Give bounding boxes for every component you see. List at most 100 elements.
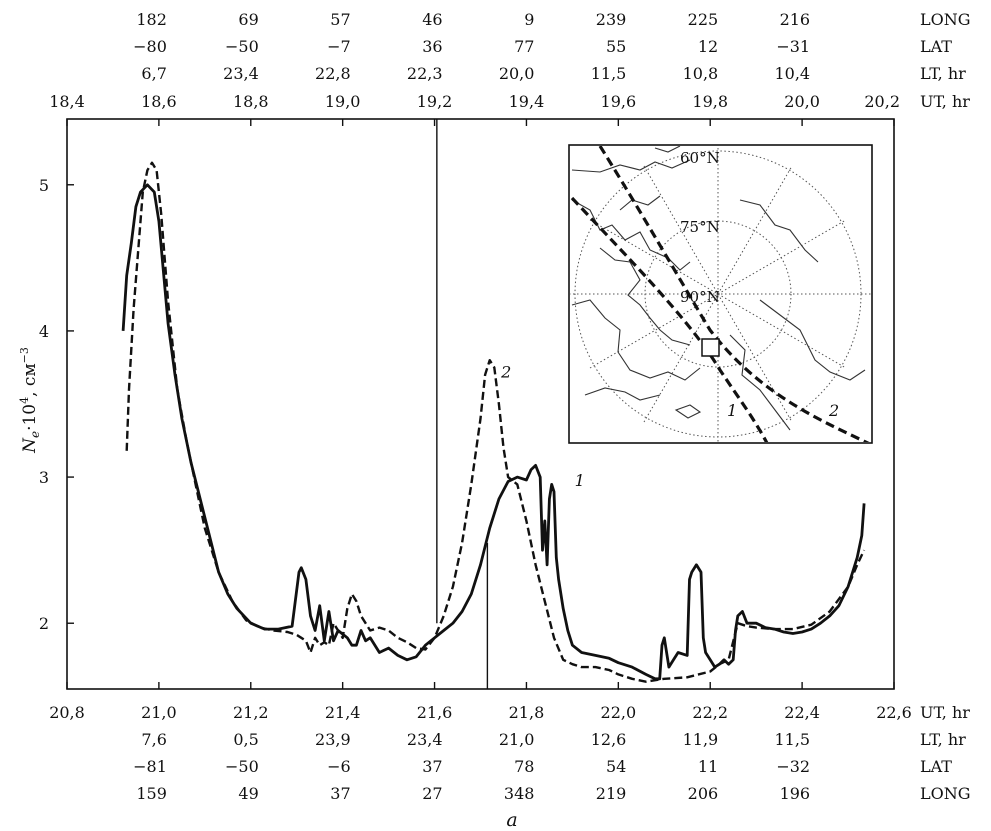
bottom-ut-tick-label: 22,6: [876, 703, 912, 722]
bottom-row-value: 159: [136, 784, 167, 803]
top-row-value: 55: [606, 37, 626, 56]
bottom-ut-tick-label: 22,4: [784, 703, 820, 722]
bottom-row-value: −50: [225, 757, 259, 776]
curve-label-1: 1: [575, 471, 585, 490]
y-tick-label: 5: [39, 176, 49, 195]
bottom-axis-rows: 20,8 21,0 21,2 21,4 21,6 21,8 22,0 22,2 22,4 22,6…: [49, 703, 970, 803]
series-1-line: [121, 183, 866, 681]
top-row-label: LT, hr: [920, 64, 966, 83]
lat-label-75: 75°N: [680, 218, 720, 236]
top-row-value: −80: [133, 37, 167, 56]
track-label-1: 1: [727, 401, 737, 420]
bottom-ut-tick-label: 22,0: [601, 703, 637, 722]
top-ut-tick-label: 19,4: [509, 92, 545, 111]
top-row-value: 9: [524, 10, 534, 29]
top-row-value: 22,8: [315, 64, 351, 83]
bottom-ut-tick-label: 21,2: [233, 703, 269, 722]
top-ut-tick-label: 19,6: [601, 92, 637, 111]
top-row-value: 10,4: [774, 64, 810, 83]
series-2-line: [125, 161, 866, 683]
polar-grid: [570, 146, 871, 442]
bottom-ut-tick-label: 21,4: [325, 703, 361, 722]
top-row-value: 225: [688, 10, 719, 29]
top-row-value: 22,3: [407, 64, 443, 83]
lat-label-90: 90°N: [680, 288, 720, 306]
top-ut-tick-label: 18,8: [233, 92, 269, 111]
top-row-value: 10,8: [683, 64, 719, 83]
track-label-2: 2: [828, 401, 839, 420]
top-ut-tick-label: 18,6: [141, 92, 177, 111]
bottom-row-label: LONG: [920, 784, 971, 803]
bottom-row-value: 23,9: [315, 730, 351, 749]
top-row-value: 77: [514, 37, 534, 56]
plot-frame: [66, 118, 895, 690]
top-row-value: 46: [422, 10, 442, 29]
bottom-ut-tick-label: 20,8: [49, 703, 85, 722]
y-tick-label: 2: [39, 614, 49, 633]
lat-label-60: 60°N: [680, 149, 720, 167]
top-ut-tick-label: 20,2: [864, 92, 900, 111]
top-ut-tick-label: 18,4: [49, 92, 85, 111]
top-ut-tick-label: 19,0: [325, 92, 361, 111]
top-row-value: −50: [225, 37, 259, 56]
bottom-row-value: 11: [698, 757, 718, 776]
bottom-row-value: 12,6: [591, 730, 627, 749]
top-row-value: −31: [776, 37, 810, 56]
top-row-value: 69: [238, 10, 258, 29]
location-square: [701, 338, 720, 357]
bottom-row-value: 27: [422, 784, 442, 803]
bottom-row-value: 49: [238, 784, 258, 803]
bottom-ut-tick-label: 22,2: [692, 703, 728, 722]
y-ticks: 2 3 4 5: [39, 176, 74, 633]
bottom-row-value: 23,4: [407, 730, 443, 749]
coastlines: [571, 146, 866, 431]
bottom-ut-tick-label: 21,6: [417, 703, 453, 722]
top-row-value: −7: [327, 37, 351, 56]
y-tick-label: 4: [39, 322, 49, 341]
top-row-value: 20,0: [499, 64, 535, 83]
bottom-row-value: 348: [504, 784, 535, 803]
track-2: [598, 146, 870, 442]
top-row-label: LAT: [920, 37, 952, 56]
x-ticks: [66, 119, 895, 689]
bottom-row-label: LT, hr: [920, 730, 966, 749]
top-row-value: 23,4: [223, 64, 259, 83]
curve-label-2: 2: [500, 363, 511, 382]
bottom-row-value: 7,6: [141, 730, 166, 749]
bottom-row-value: 37: [330, 784, 350, 803]
bottom-row-label: UT, hr: [920, 703, 970, 722]
top-row-value: 239: [596, 10, 627, 29]
y-tick-label: 3: [39, 468, 49, 487]
bottom-row-value: 37: [422, 757, 442, 776]
bottom-row-value: 206: [688, 784, 719, 803]
bottom-row-value: 11,9: [683, 730, 719, 749]
figure-caption: a: [506, 809, 517, 831]
top-row-value: 216: [780, 10, 811, 29]
curve-labels: 21: [500, 363, 585, 490]
top-row-value: 182: [136, 10, 167, 29]
y-axis-title: Ne·104, см−3: [18, 347, 42, 454]
top-ut-tick-label: 20,0: [784, 92, 820, 111]
top-row-value: 36: [422, 37, 442, 56]
series-layer: [121, 161, 866, 683]
marker-layer: [436, 119, 489, 689]
top-row-value: 12: [698, 37, 718, 56]
top-ut-tick-label: 19,2: [417, 92, 453, 111]
bottom-row-value: 78: [514, 757, 534, 776]
bottom-row-value: −6: [327, 757, 351, 776]
bottom-row-value: 0,5: [233, 730, 258, 749]
bottom-row-value: 219: [596, 784, 627, 803]
bottom-row-value: −32: [776, 757, 810, 776]
bottom-row-value: −81: [133, 757, 167, 776]
bottom-ut-tick-label: 21,8: [509, 703, 545, 722]
bottom-row-value: 196: [780, 784, 811, 803]
bottom-row-value: 11,5: [774, 730, 810, 749]
top-row-value: 6,7: [141, 64, 166, 83]
bottom-row-value: 54: [606, 757, 626, 776]
top-row-label: UT, hr: [920, 92, 970, 111]
bottom-ut-tick-label: 21,0: [141, 703, 177, 722]
top-row-value: 57: [330, 10, 350, 29]
inset-map: 60°N 75°N 90°N 1 2: [568, 144, 873, 444]
top-row-value: 11,5: [591, 64, 627, 83]
